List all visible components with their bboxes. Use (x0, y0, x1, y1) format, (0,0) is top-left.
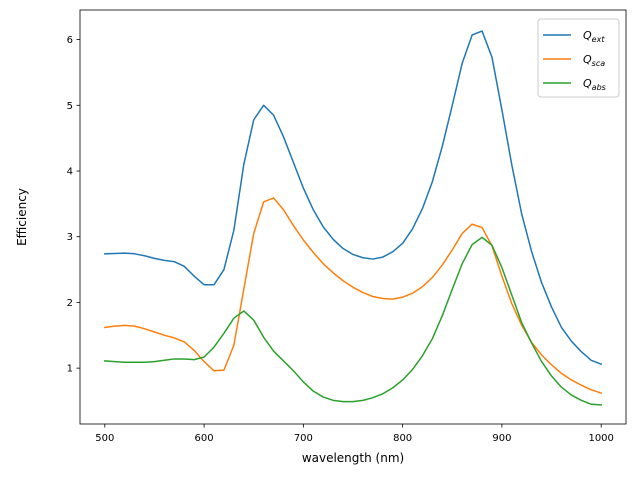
legend-label-subscript: ext (592, 35, 606, 44)
legend-label-main: Q (583, 53, 592, 66)
x-tick-label: 700 (294, 433, 313, 444)
y-tick-label: 6 (67, 35, 73, 46)
legend-label-subscript: abs (592, 83, 606, 92)
series-line-abs (104, 236, 602, 406)
x-tick-label: 900 (492, 433, 511, 444)
series-layer (103, 30, 603, 406)
tick-layer: 500 600 700 800 900 1000 1 2 3 4 5 6 (67, 35, 614, 444)
legend-label-ext: Qext (583, 29, 605, 44)
legend-box (537, 18, 620, 98)
legend-label-abs: Qabs (583, 77, 606, 92)
legend-label-main: Q (583, 29, 592, 42)
y-tick-label: 3 (67, 232, 73, 243)
y-tick-label: 4 (67, 167, 73, 178)
x-tick-label: 600 (195, 433, 214, 444)
series-line-ext (104, 30, 603, 366)
y-tick-label: 2 (67, 298, 73, 309)
plot-frame (79, 9, 627, 425)
y-axis-label: Efficiency (15, 188, 29, 246)
y-tick-label: 5 (67, 101, 73, 112)
legend-label-subscript: sca (592, 59, 606, 68)
legend-label-sca: Qsca (583, 53, 605, 68)
x-tick-label: 1000 (588, 433, 613, 444)
y-tick-label: 1 (67, 364, 73, 375)
x-tick-label: 800 (393, 433, 412, 444)
x-axis-label: wavelength (nm) (302, 451, 404, 465)
x-tick-label: 500 (95, 433, 114, 444)
legend-label-main: Q (583, 77, 592, 90)
series-line-sca (103, 197, 603, 395)
